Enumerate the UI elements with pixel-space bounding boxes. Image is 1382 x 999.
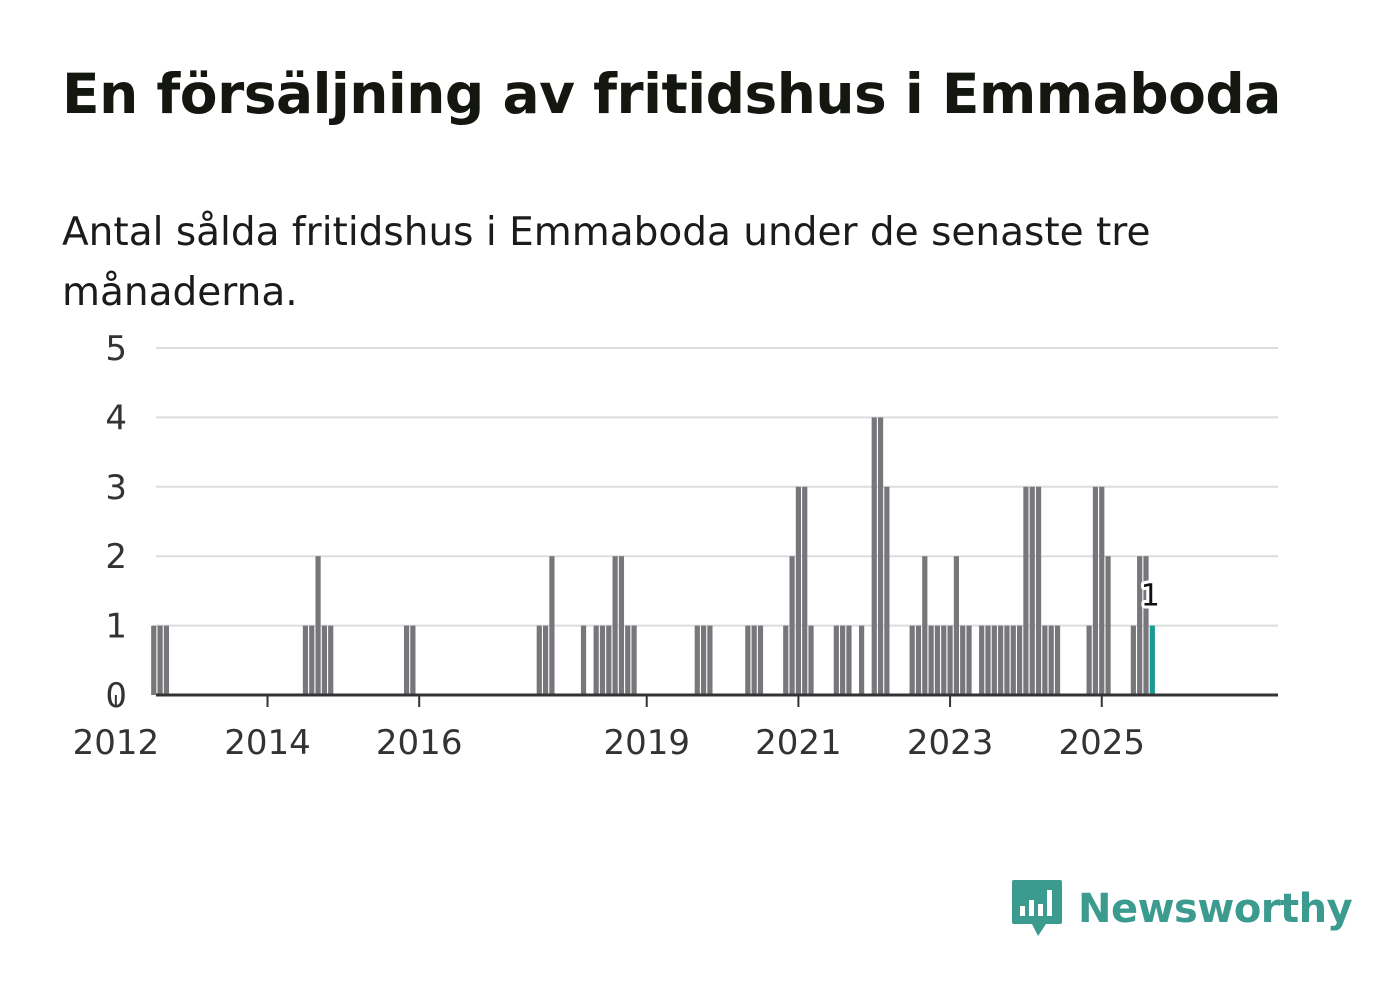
bar	[593, 625, 599, 695]
bar-value-label: 1	[1141, 579, 1160, 614]
bar	[1023, 486, 1029, 695]
bar	[1029, 486, 1035, 695]
bar	[934, 625, 941, 695]
y-tick-label: 5	[105, 329, 127, 369]
x-tick-label: 2019	[603, 723, 690, 763]
bar	[410, 625, 416, 695]
bars	[151, 417, 1155, 695]
bar	[1092, 486, 1099, 695]
bar	[985, 625, 991, 695]
bar	[1137, 556, 1143, 695]
bar	[1010, 625, 1016, 695]
bar	[928, 625, 934, 695]
bar	[751, 625, 757, 695]
bar	[618, 556, 625, 695]
bar	[877, 417, 884, 695]
y-tick-label: 1	[105, 607, 127, 647]
bar	[302, 625, 309, 695]
bar	[991, 625, 997, 695]
bar	[536, 625, 542, 695]
bar	[403, 625, 410, 695]
bar	[631, 625, 637, 695]
y-tick-label: 3	[105, 468, 127, 508]
bar	[915, 625, 922, 695]
bar	[612, 556, 618, 695]
bar-labels: 1	[1138, 576, 1163, 617]
x-tick-label: 2016	[376, 723, 463, 763]
y-tick-label: 4	[105, 398, 127, 438]
bar	[309, 625, 315, 695]
bar	[157, 625, 163, 695]
chart-subtitle: Antal sålda fritidshus i Emmaboda under …	[62, 210, 1151, 315]
bar	[859, 625, 865, 695]
x-tick-label: 2021	[755, 723, 842, 763]
bar	[1086, 625, 1092, 695]
bar	[1004, 625, 1010, 695]
bar-chart-speech-bubble-icon	[1012, 880, 1062, 936]
x-axis-ticks: 2012 2014 2016 2019 2021 2023 2025	[73, 695, 1145, 763]
bar	[966, 625, 972, 695]
bar	[707, 625, 713, 695]
bar	[802, 486, 808, 695]
bar-highlight	[1149, 625, 1155, 695]
bar	[846, 625, 852, 695]
bar	[1130, 625, 1136, 695]
bar	[953, 556, 959, 695]
bar	[960, 625, 966, 695]
bar	[840, 625, 846, 695]
bar	[757, 625, 764, 695]
x-tick-label: 2023	[907, 723, 994, 763]
bar	[315, 556, 321, 695]
bar	[543, 625, 549, 695]
bar	[701, 625, 707, 695]
bar	[1143, 556, 1149, 695]
bar	[1048, 625, 1054, 695]
bar	[328, 625, 334, 695]
bar	[1105, 556, 1111, 695]
bar	[1042, 625, 1048, 695]
bar	[998, 625, 1004, 695]
gridlines	[156, 347, 1278, 627]
bar	[833, 625, 839, 695]
bar	[783, 625, 789, 695]
bar	[745, 625, 751, 695]
brand-name: Newsworthy	[1078, 886, 1353, 932]
bar	[1017, 625, 1023, 695]
bar	[947, 625, 953, 695]
chart-title: En försäljning av fritidshus i Emmaboda	[62, 62, 1281, 126]
bar	[1054, 625, 1061, 695]
bar	[1099, 486, 1105, 695]
bar	[789, 556, 795, 695]
bar	[549, 556, 555, 695]
bar	[922, 556, 928, 695]
bar	[163, 625, 169, 695]
y-tick-label: 2	[105, 537, 127, 577]
bar	[580, 625, 587, 695]
newsworthy-logo: Newsworthy	[1010, 878, 1353, 940]
bar	[795, 486, 801, 695]
bar	[884, 486, 890, 695]
bar	[871, 417, 877, 695]
bar	[1035, 486, 1042, 695]
x-tick-label: 2012	[73, 723, 160, 763]
bar	[808, 625, 814, 695]
bar	[979, 625, 985, 695]
bar	[606, 625, 612, 695]
bar	[694, 625, 700, 695]
bar	[909, 625, 915, 695]
bar	[625, 625, 631, 695]
bar	[599, 625, 606, 695]
x-tick-label: 2014	[224, 723, 311, 763]
bar	[151, 625, 157, 695]
x-tick-label: 2025	[1058, 723, 1145, 763]
bar	[941, 625, 947, 695]
bar	[321, 625, 327, 695]
